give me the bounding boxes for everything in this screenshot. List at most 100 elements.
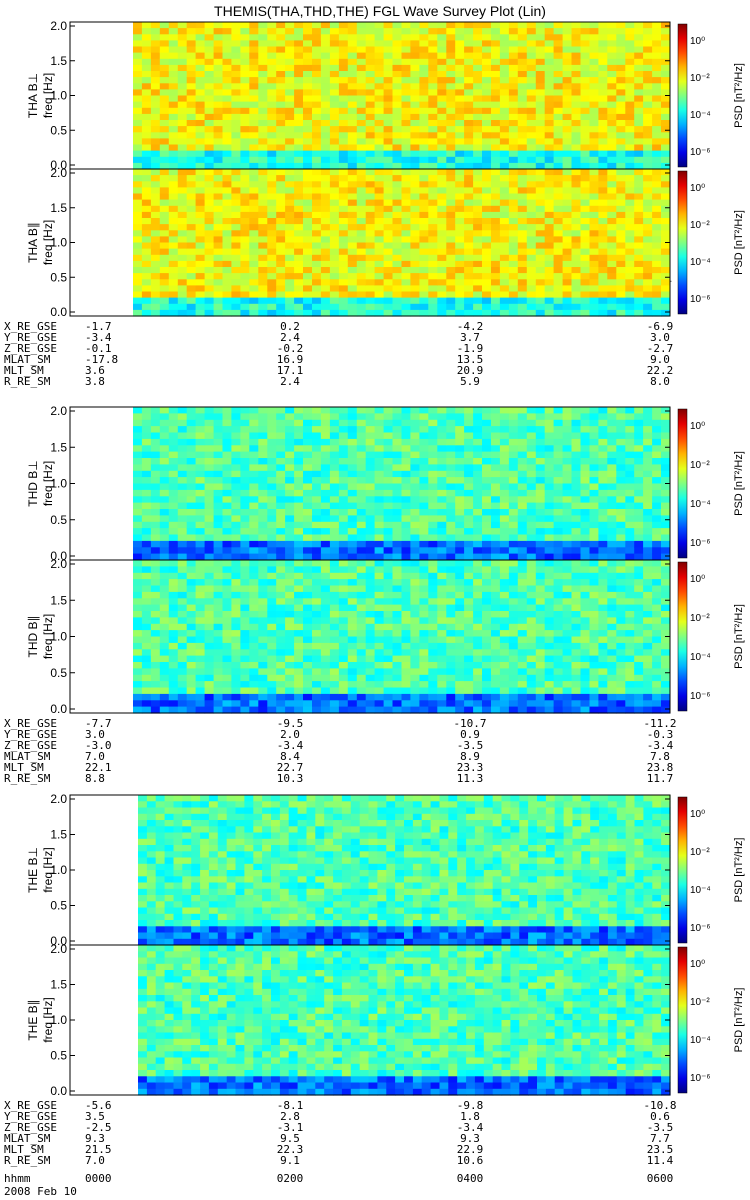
panel-ylabel: THD B∥ xyxy=(26,616,40,658)
time-tick-label: 0000 xyxy=(85,1172,112,1185)
ephemeris-value: 3.6 xyxy=(85,364,105,377)
colorbar xyxy=(677,796,688,944)
y-tick-label: 2.0 xyxy=(50,19,67,33)
y-tick-label: 1.0 xyxy=(50,89,67,103)
y-tick-label: 1.5 xyxy=(50,978,67,992)
colorbar xyxy=(677,23,688,168)
ephemeris-value: -3.4 xyxy=(85,331,112,344)
ephemeris-value: -3.4 xyxy=(277,739,304,752)
ephemeris-value: -3.5 xyxy=(647,1121,674,1134)
ephemeris-value: 0.2 xyxy=(280,320,300,333)
spectrogram-panel: 0.0 0.5 1.0 1.5 2.0 THE B⊥ freq [Hz] 10⁰ 10⁻² 10⁻… xyxy=(26,792,745,948)
time-axis-label: hhmm xyxy=(4,1172,31,1185)
y-tick-label: 0.5 xyxy=(50,1049,67,1063)
ephemeris-value: 9.5 xyxy=(280,1132,300,1145)
ephemeris-value: 3.5 xyxy=(85,1110,105,1123)
ephemeris-row-label: MLAT_SM xyxy=(4,750,51,763)
y-tick-label: 0.0 xyxy=(50,702,67,716)
spectrogram-panel: 0.0 0.5 1.0 1.5 2.0 THA B∥ freq [Hz] 10⁰ 10⁻² 10⁻… xyxy=(26,166,745,319)
y-tick-label: 1.0 xyxy=(50,236,67,250)
freq-unit-label: freq [Hz] xyxy=(41,997,55,1042)
ephemeris-value: 3.0 xyxy=(85,728,105,741)
ephemeris-value: -1.9 xyxy=(457,342,484,355)
ephemeris-row-label: MLAT_SM xyxy=(4,353,51,366)
colorbar-tick-label: 10⁻⁶ xyxy=(690,923,711,934)
colorbar xyxy=(677,170,688,315)
ephemeris-value: 10.6 xyxy=(457,1154,484,1167)
ephemeris-value: -3.5 xyxy=(457,739,484,752)
ephemeris-row-label: R_RE_SM xyxy=(4,375,51,388)
ephemeris-value: 21.5 xyxy=(85,1143,112,1156)
colorbar-tick-label: 10⁻⁶ xyxy=(690,294,711,305)
time-tick-label: 0200 xyxy=(277,1172,304,1185)
ephemeris-table: X_RE_GSE -1.7 0.2 -4.2 -6.9 Y_RE_GSE -3.4 2.4 3.… xyxy=(4,320,673,388)
colorbar-tick-label: 10⁻⁴ xyxy=(690,499,711,510)
ephemeris-row-label: R_RE_SM xyxy=(4,1154,51,1167)
ephemeris-row-label: MLAT_SM xyxy=(4,1132,51,1145)
freq-unit-label: freq [Hz] xyxy=(41,461,55,506)
y-tick-label: 2.0 xyxy=(50,557,67,571)
ephemeris-value: 11.4 xyxy=(647,1154,674,1167)
panel-ylabel: THA B∥ xyxy=(26,222,40,263)
y-tick-label: 0.0 xyxy=(50,158,67,172)
colorbar-tick-label: 10⁻² xyxy=(690,73,710,84)
y-tick-label: 1.5 xyxy=(50,201,67,215)
ephemeris-row-label: X_RE_GSE xyxy=(4,1099,57,1112)
y-tick-label: 1.0 xyxy=(50,1013,67,1027)
ephemeris-value: 8.4 xyxy=(280,750,300,763)
ephemeris-value: 3.8 xyxy=(85,375,105,388)
colorbar-tick-label: 10⁻⁴ xyxy=(690,652,711,663)
ephemeris-value: -10.8 xyxy=(643,1099,676,1112)
panel-ylabel: THE B∥ xyxy=(26,999,40,1040)
colorbar-tick-label: 10⁻² xyxy=(690,613,710,624)
ephemeris-row-label: Z_RE_GSE xyxy=(4,1121,57,1134)
y-tick-label: 1.0 xyxy=(50,630,67,644)
colorbar xyxy=(677,561,688,712)
colorbar-tick-label: 10⁻⁶ xyxy=(690,538,711,549)
time-tick-label: 0400 xyxy=(457,1172,484,1185)
y-tick-label: 2.0 xyxy=(50,942,67,956)
ephemeris-value: 2.0 xyxy=(280,728,300,741)
ephemeris-value: 5.9 xyxy=(460,375,480,388)
ephemeris-row-label: X_RE_GSE xyxy=(4,717,57,730)
y-tick-label: 2.0 xyxy=(50,404,67,418)
ephemeris-value: 22.2 xyxy=(647,364,674,377)
ephemeris-value: 23.8 xyxy=(647,761,674,774)
ephemeris-value: 13.5 xyxy=(457,353,484,366)
spectrogram-panel: 0.0 0.5 1.0 1.5 2.0 THA B⊥ freq [Hz] 10⁰ 10⁻² 10⁻… xyxy=(26,19,745,172)
ephemeris-value: 9.3 xyxy=(460,1132,480,1145)
figure-title: THEMIS(THA,THD,THE) FGL Wave Survey Plot… xyxy=(214,3,546,19)
ephemeris-value: -5.6 xyxy=(85,1099,112,1112)
ephemeris-value: 20.9 xyxy=(457,364,484,377)
ephemeris-value: 11.7 xyxy=(647,772,674,785)
ephemeris-row-label: Y_RE_GSE xyxy=(4,1110,57,1123)
freq-unit-label: freq [Hz] xyxy=(41,847,55,892)
ephemeris-row-label: R_RE_SM xyxy=(4,772,51,785)
ephemeris-value: -7.7 xyxy=(85,717,112,730)
colorbar-tick-label: 10⁻² xyxy=(690,997,710,1008)
ephemeris-value: 22.1 xyxy=(85,761,112,774)
ephemeris-row-label: MLT_SM xyxy=(4,1143,44,1156)
ephemeris-value: 17.1 xyxy=(277,364,304,377)
ephemeris-value: 11.3 xyxy=(457,772,484,785)
ephemeris-tables: X_RE_GSE -1.7 0.2 -4.2 -6.9 Y_RE_GSE -3.4 2.4 3.… xyxy=(4,320,677,1185)
colorbar-label: PSD [nT²/Hz] xyxy=(733,604,745,669)
date-label: 2008 Feb 10 xyxy=(4,1185,77,1198)
ephemeris-value: 2.4 xyxy=(280,331,300,344)
time-tick-label: 0600 xyxy=(647,1172,674,1185)
colorbar-tick-label: 10⁻⁴ xyxy=(690,110,711,121)
panel-ylabel: THE B⊥ xyxy=(26,847,40,893)
ephemeris-row-label: Z_RE_GSE xyxy=(4,739,57,752)
ephemeris-value: -11.2 xyxy=(643,717,676,730)
ephemeris-value: -3.4 xyxy=(457,1121,484,1134)
ephemeris-value: -4.2 xyxy=(457,320,484,333)
y-tick-label: 0.5 xyxy=(50,666,67,680)
colorbar-tick-label: 10⁻² xyxy=(690,220,710,231)
colorbar-tick-label: 10⁻⁶ xyxy=(690,147,711,158)
ephemeris-value: 7.8 xyxy=(650,750,670,763)
ephemeris-value: 3.7 xyxy=(460,331,480,344)
ephemeris-value: 7.7 xyxy=(650,1132,670,1145)
ephemeris-value: -3.0 xyxy=(85,739,112,752)
y-tick-label: 0.5 xyxy=(50,270,67,284)
